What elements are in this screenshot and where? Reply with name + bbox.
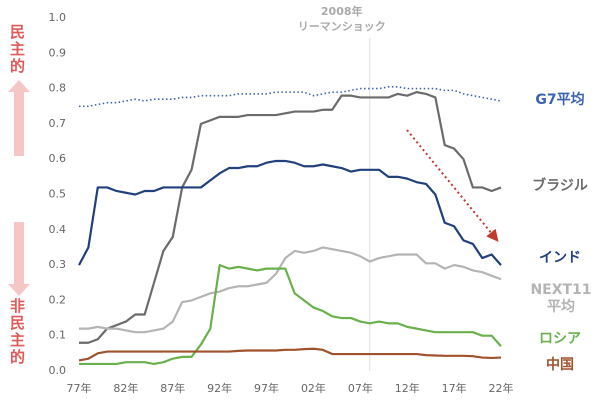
legend-label: G7平均 (535, 92, 585, 108)
x-tick-label: 22年 (489, 381, 514, 395)
series-line (78, 347, 502, 362)
annotation-text: リーマンショック (298, 20, 386, 33)
legend-label: 中国 (546, 357, 574, 373)
series-line (79, 86, 502, 108)
side-label-top: 民主的 (8, 24, 26, 75)
legend-label: NEXT11平均 (530, 282, 592, 315)
x-tick-label: 77年 (67, 381, 92, 395)
x-tick-label: 07年 (348, 381, 373, 395)
y-tick-label: 0.5 (49, 188, 67, 201)
y-tick-label: 0.7 (49, 117, 67, 130)
up-arrow-head (8, 80, 30, 92)
series-line (79, 91, 502, 344)
y-tick-label: 1.0 (49, 11, 67, 24)
legend-label: ロシア (539, 331, 581, 347)
y-tick-label: 0.4 (49, 223, 67, 236)
down-arrow-shaft (14, 222, 24, 288)
up-arrow-shaft (14, 88, 24, 156)
side-label-bottom: 非民主的 (8, 298, 26, 366)
x-tick-label: 02年 (301, 381, 326, 395)
annotation-text: 2008年 (321, 4, 363, 18)
x-tick-label: 12年 (395, 381, 420, 395)
y-tick-label: 0.2 (49, 293, 67, 306)
x-tick-label: 82年 (113, 381, 138, 395)
x-tick-label: 92年 (207, 381, 232, 395)
trend-arrow (406, 129, 499, 242)
y-tick-label: 0.3 (49, 258, 67, 271)
series-line (78, 159, 502, 266)
y-tick-label: 0.1 (49, 329, 67, 342)
y-tick-label: 0.9 (49, 46, 67, 59)
down-arrow-head (8, 284, 30, 296)
y-tick-label: 0.8 (49, 82, 67, 95)
x-tick-label: 97年 (254, 381, 279, 395)
series-line (79, 264, 502, 366)
legend-label: インド (539, 250, 581, 266)
y-tick-label: 0.0 (49, 364, 67, 377)
x-tick-label: 17年 (442, 381, 467, 395)
legend-label: ブラジル (532, 178, 588, 194)
series-line (79, 246, 502, 334)
y-tick-label: 0.6 (49, 152, 67, 165)
x-tick-label: 87年 (160, 381, 185, 395)
